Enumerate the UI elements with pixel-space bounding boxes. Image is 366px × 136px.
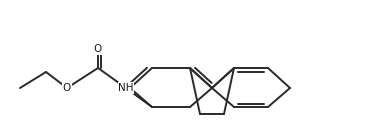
Text: O: O [63, 83, 71, 93]
Text: O: O [94, 44, 102, 54]
Text: NH: NH [118, 83, 134, 93]
